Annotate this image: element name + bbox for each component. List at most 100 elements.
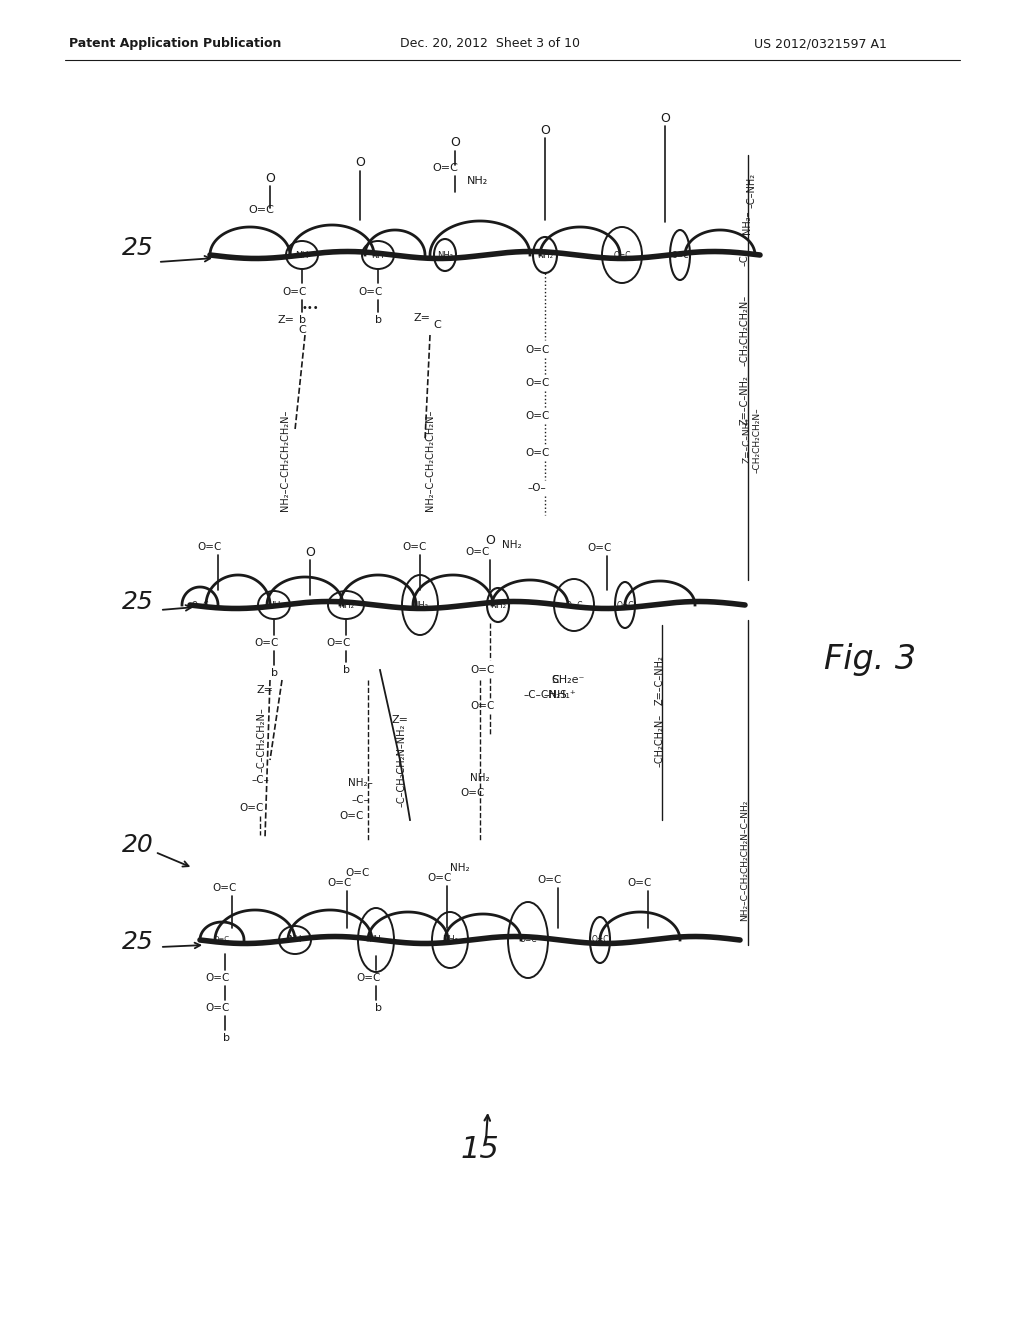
Text: –CH₂CH₂N–: –CH₂CH₂N– <box>655 713 665 767</box>
Text: O=C: O=C <box>525 345 550 355</box>
Text: O=C: O=C <box>672 251 689 260</box>
Text: NH₂–C–CH₂CH₂CH₂N–C–NH₂: NH₂–C–CH₂CH₂CH₂N–C–NH₂ <box>740 800 750 920</box>
Text: –C–CH₂CH₂N–: –C–CH₂CH₂N– <box>257 708 267 772</box>
Text: O=C: O=C <box>525 447 550 458</box>
Text: O: O <box>451 136 460 149</box>
Text: O=C: O=C <box>588 543 612 553</box>
Text: b: b <box>270 668 278 678</box>
Text: –O–: –O– <box>527 483 547 492</box>
Text: Z=: Z= <box>413 313 430 323</box>
Text: NH₂: NH₂ <box>368 936 384 945</box>
Text: Dec. 20, 2012  Sheet 3 of 10: Dec. 20, 2012 Sheet 3 of 10 <box>400 37 580 50</box>
Text: –CH₂CH₂CH₂N–: –CH₂CH₂CH₂N– <box>740 294 750 366</box>
Text: O=C: O=C <box>525 411 550 421</box>
Text: b: b <box>375 315 382 325</box>
Text: O=C: O=C <box>471 665 496 675</box>
Text: O=C: O=C <box>240 803 264 813</box>
Text: Z=–C–NH₂: Z=–C–NH₂ <box>655 655 665 705</box>
Text: O=C: O=C <box>613 251 631 260</box>
Text: NH₂: NH₂ <box>437 251 453 260</box>
Text: NH₂: NH₂ <box>338 601 354 610</box>
Text: O=C: O=C <box>461 788 485 799</box>
Text: 25: 25 <box>122 931 154 954</box>
Text: Z=–C–NH₂
–CH₂CH₂CH₂N–: Z=–C–NH₂ –CH₂CH₂CH₂N– <box>742 407 762 473</box>
Text: NH₂: NH₂ <box>502 540 522 550</box>
Text: NH₂: NH₂ <box>412 601 428 610</box>
Text: 20: 20 <box>122 833 154 857</box>
Text: O=C: O=C <box>340 810 365 821</box>
Text: b: b <box>375 1003 382 1012</box>
Text: O=C: O=C <box>206 973 230 983</box>
Text: b: b <box>223 1034 230 1043</box>
Text: O=C: O=C <box>358 286 383 297</box>
Text: O=C: O=C <box>255 638 280 648</box>
Text: 15: 15 <box>461 1135 500 1164</box>
Text: O=C: O=C <box>214 936 230 942</box>
Text: O=C: O=C <box>591 936 608 945</box>
Text: O=C: O=C <box>198 543 222 552</box>
Text: O=C: O=C <box>248 205 274 215</box>
Text: O=C: O=C <box>346 869 371 878</box>
Text: O=C: O=C <box>213 883 238 894</box>
Text: NH: NH <box>372 251 384 260</box>
Text: NH₂–: NH₂– <box>347 777 373 788</box>
Text: O=C: O=C <box>466 546 490 557</box>
Text: O=C: O=C <box>538 875 562 884</box>
Text: Z=: Z= <box>278 315 295 325</box>
Text: O: O <box>305 545 315 558</box>
Text: –C–CH₂CH₂N–NH₂: –C–CH₂CH₂N–NH₂ <box>397 723 407 807</box>
Text: NH₂–C–CH₂CH₂CH₂N–: NH₂–C–CH₂CH₂CH₂N– <box>425 409 435 511</box>
Text: NH: NH <box>288 936 302 945</box>
Text: O=C: O=C <box>519 936 537 945</box>
Text: Z=: Z= <box>391 715 409 725</box>
Text: O=C: O=C <box>565 601 583 610</box>
Text: NH₂: NH₂ <box>537 251 553 260</box>
Text: S: S <box>552 675 558 685</box>
Text: –C–: –C– <box>251 775 269 785</box>
Text: C: C <box>298 325 306 335</box>
Text: O: O <box>355 157 365 169</box>
Text: O=C: O=C <box>471 701 496 711</box>
Text: O: O <box>660 111 670 124</box>
Text: O: O <box>540 124 550 136</box>
Text: NH₂: NH₂ <box>442 936 458 945</box>
Text: O=C: O=C <box>628 878 652 888</box>
Text: b: b <box>299 315 305 325</box>
Text: •••: ••• <box>301 304 318 313</box>
Text: O=C: O=C <box>616 601 634 610</box>
Text: NH₂–: NH₂– <box>742 210 752 234</box>
Text: –C–CH₂S: –C–CH₂S <box>523 690 567 700</box>
Text: O=C: O=C <box>432 162 458 173</box>
Text: O=C: O=C <box>283 286 307 297</box>
Text: O=C: O=C <box>428 873 453 883</box>
Text: O=C: O=C <box>328 878 352 888</box>
Text: US 2012/0321597 A1: US 2012/0321597 A1 <box>754 37 887 50</box>
Text: NH₂: NH₂ <box>470 774 489 783</box>
Text: O: O <box>485 533 495 546</box>
Text: –C–NH₂: –C–NH₂ <box>746 173 757 207</box>
Text: O=C: O=C <box>525 378 550 388</box>
Text: O=C: O=C <box>356 973 381 983</box>
Text: 25: 25 <box>122 236 154 260</box>
Text: NH₂: NH₂ <box>467 176 488 186</box>
Text: O: O <box>265 172 274 185</box>
Text: O=C: O=C <box>402 543 427 552</box>
Text: Fig. 3: Fig. 3 <box>824 644 916 676</box>
Text: NH₂: NH₂ <box>451 863 470 873</box>
Text: O=C: O=C <box>327 638 351 648</box>
Text: Z=: Z= <box>256 685 273 696</box>
Text: NH₂: NH₂ <box>490 601 506 610</box>
Text: –C–: –C– <box>740 249 750 267</box>
Text: –C–: –C– <box>351 795 369 805</box>
Text: –NH₁⁺: –NH₁⁺ <box>544 690 577 700</box>
Text: Patent Application Publication: Patent Application Publication <box>69 37 282 50</box>
Text: CH₂e⁻: CH₂e⁻ <box>551 675 585 685</box>
Text: NH: NH <box>267 601 281 610</box>
Text: b: b <box>342 665 349 675</box>
Text: NH₂–C–CH₂CH₂CH₂N–: NH₂–C–CH₂CH₂CH₂N– <box>280 409 290 511</box>
Text: O=C: O=C <box>191 601 209 610</box>
Text: 25: 25 <box>122 590 154 614</box>
Text: C: C <box>433 319 441 330</box>
Text: O=C: O=C <box>206 1003 230 1012</box>
Text: NH: NH <box>295 251 309 260</box>
